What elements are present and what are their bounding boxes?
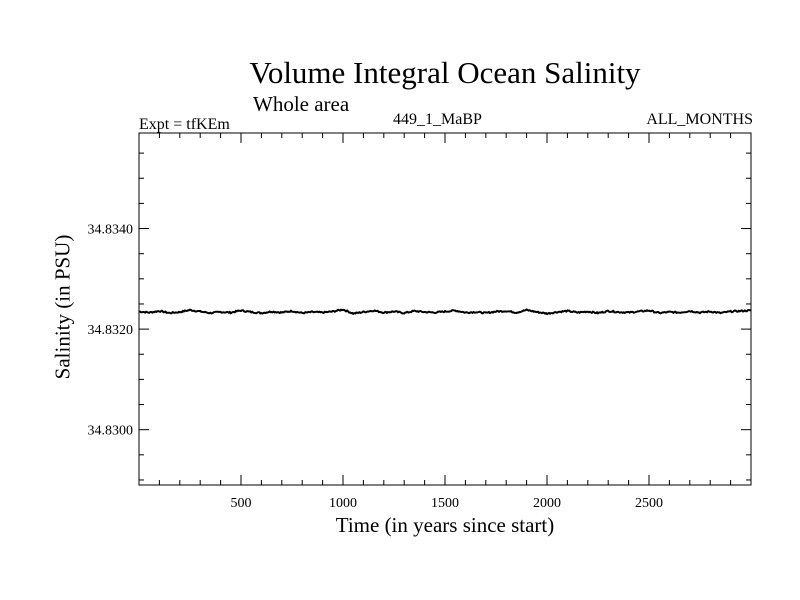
x-tick-label: 1500 bbox=[431, 496, 459, 511]
y-tick-label: 34.8340 bbox=[88, 223, 134, 238]
axis-ticks bbox=[139, 133, 751, 485]
x-tick-label: 2500 bbox=[635, 496, 663, 511]
tick-labels: 500 1000 1500 2000 2500 34.8300 34.8320 34.8340 bbox=[88, 223, 664, 511]
run-label: 449_1_MaBP bbox=[393, 111, 482, 128]
series-line bbox=[138, 308, 752, 316]
x-tick-label: 1000 bbox=[329, 496, 357, 511]
x-axis-label: Time (in years since start) bbox=[335, 513, 555, 537]
months-label: ALL_MONTHS bbox=[646, 111, 753, 128]
chart-title: Volume Integral Ocean Salinity bbox=[249, 55, 641, 90]
y-tick-label: 34.8320 bbox=[88, 323, 134, 338]
y-tick-label: 34.8300 bbox=[88, 424, 134, 439]
chart-subtitle: Whole area bbox=[253, 92, 350, 116]
experiment-label: Expt = tfKEm bbox=[139, 116, 230, 133]
x-tick-label: 2000 bbox=[533, 496, 561, 511]
x-tick-label: 500 bbox=[231, 496, 252, 511]
plot-frame bbox=[138, 132, 752, 486]
